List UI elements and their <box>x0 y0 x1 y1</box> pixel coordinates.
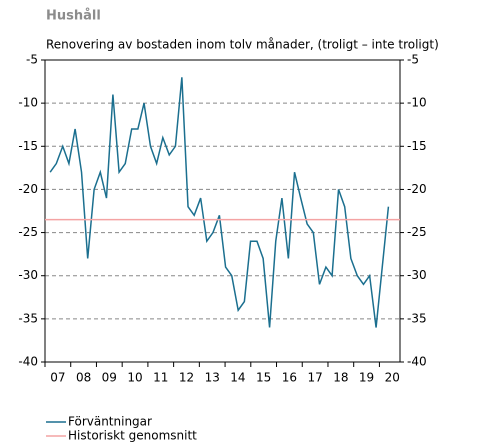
x-tick-label: 16 <box>282 371 297 385</box>
x-tick-label: 20 <box>385 371 400 385</box>
y-tick-label: -15 <box>18 139 38 153</box>
y2-tick-label: -5 <box>407 53 419 67</box>
x-tick-label: 18 <box>333 371 348 385</box>
x-tick-label: 17 <box>307 371 322 385</box>
y-tick-label: -30 <box>18 268 38 282</box>
y2-tick-label: -15 <box>407 139 427 153</box>
y-tick-label: -25 <box>18 225 38 239</box>
x-tick-label: 07 <box>50 371 65 385</box>
x-tick-label: 11 <box>153 371 168 385</box>
legend-label: Historiskt genomsnitt <box>68 429 197 443</box>
chart-title: Renovering av bostaden inom tolv månader… <box>46 38 439 52</box>
x-tick-label: 10 <box>127 371 142 385</box>
y-tick-label: -10 <box>18 96 38 110</box>
x-tick-label: 08 <box>76 371 91 385</box>
x-tick-label: 12 <box>179 371 194 385</box>
y2-tick-label: -10 <box>407 96 427 110</box>
y2-tick-label: -35 <box>407 311 427 325</box>
x-tick-label: 14 <box>230 371 245 385</box>
y-tick-label: -5 <box>26 53 38 67</box>
y2-tick-label: -20 <box>407 182 427 196</box>
legend-label: Förväntningar <box>68 415 152 429</box>
series-line <box>49 77 390 328</box>
y-tick-label: -40 <box>18 355 38 369</box>
y2-tick-label: -25 <box>407 225 427 239</box>
x-tick-label: 13 <box>205 371 220 385</box>
y2-tick-label: -40 <box>407 355 427 369</box>
x-tick-label: 09 <box>102 371 117 385</box>
x-tick-label: 19 <box>359 371 374 385</box>
y-tick-label: -35 <box>18 311 38 325</box>
y2-tick-label: -30 <box>407 268 427 282</box>
header: Hushåll <box>46 9 101 24</box>
plot-frame <box>44 59 401 363</box>
x-tick-label: 15 <box>256 371 271 385</box>
y-tick-label: -20 <box>18 182 38 196</box>
